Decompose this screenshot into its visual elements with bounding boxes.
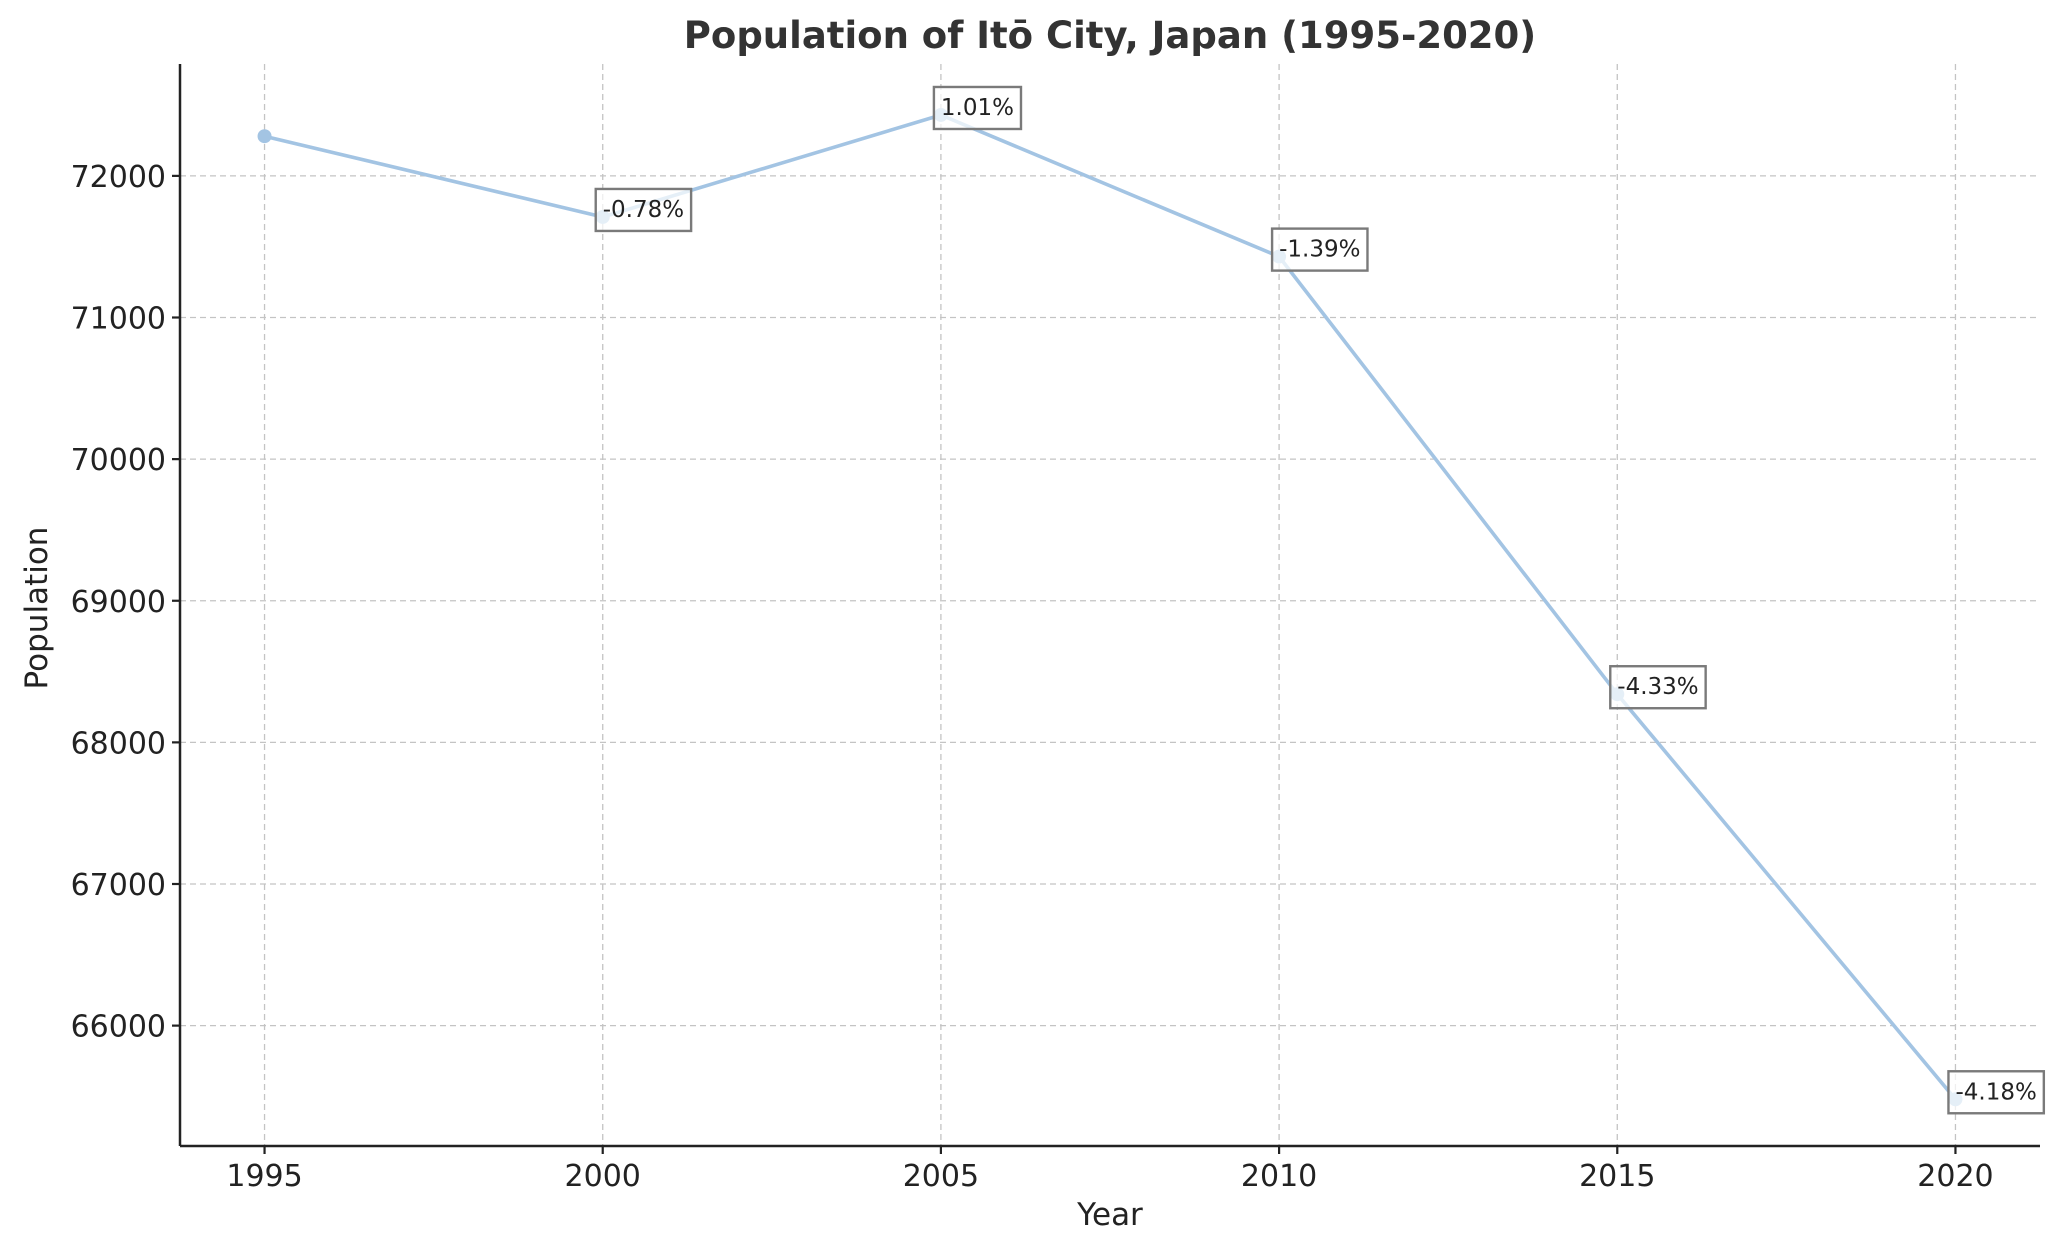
x-tick-label: 2015 <box>1579 1159 1655 1194</box>
x-tick-label: 1995 <box>226 1159 302 1194</box>
x-axis-label: Year <box>1076 1197 1143 1233</box>
annotation: -4.18% <box>1947 1070 2046 1115</box>
annotations: -0.78% 1.01% -1.39% -4.33% -4.18% <box>594 85 2046 1115</box>
x-tick-label: 2000 <box>565 1159 641 1194</box>
annotation-label: -4.18% <box>1955 1079 2036 1105</box>
annotation-label: 1.01% <box>941 95 1014 121</box>
ticks: 1995 2000 2005 2010 2015 2020 66000 67000 68000 6… <box>71 160 1994 1194</box>
x-tick-label: 2005 <box>903 1159 979 1194</box>
series-line <box>264 113 1957 1101</box>
annotation-label: -1.39% <box>1279 237 1360 263</box>
annotation-box <box>932 85 1023 131</box>
annotation-box <box>1270 227 1369 272</box>
y-axis-label: Population <box>19 527 55 690</box>
axes <box>178 64 2040 1148</box>
annotation-label: -0.78% <box>603 197 684 223</box>
y-tick-label: 67000 <box>71 868 166 903</box>
chart-title: Population of Itō City, Japan (1995-2020… <box>684 14 1536 57</box>
data-point <box>257 129 272 144</box>
x-tick-label: 2010 <box>1241 1159 1317 1194</box>
annotation: -4.33% <box>1609 665 1707 710</box>
y-tick-label: 69000 <box>71 585 166 620</box>
x-tick-label: 2020 <box>1917 1159 1993 1194</box>
y-tick-label: 66000 <box>71 1010 166 1045</box>
y-tick-label: 71000 <box>71 302 166 337</box>
y-tick-label: 70000 <box>71 443 166 478</box>
y-tick-label: 68000 <box>71 726 166 761</box>
series <box>257 107 1963 1107</box>
y-tick-label: 72000 <box>71 160 166 195</box>
annotation-label: -4.33% <box>1617 674 1698 700</box>
annotation: -1.39% <box>1270 227 1369 272</box>
annotation-box <box>1947 1070 2046 1115</box>
annotation-box <box>594 187 693 233</box>
annotation-box <box>1609 665 1707 710</box>
annotation: -0.78% <box>594 187 693 233</box>
annotation: 1.01% <box>932 85 1023 131</box>
grid <box>180 64 2040 1146</box>
